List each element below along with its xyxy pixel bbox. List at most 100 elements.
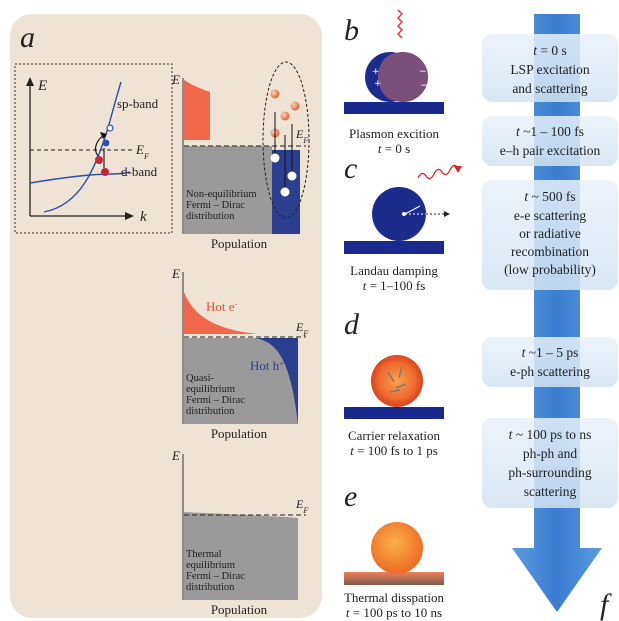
excited-electron-empty xyxy=(106,124,114,132)
electron-path-arrowhead xyxy=(444,211,450,217)
timeline-box-5 xyxy=(482,418,618,508)
nanoparticle-c xyxy=(372,187,426,241)
incident-light-wave xyxy=(397,9,403,39)
timeline-1-line-2: and scattering xyxy=(512,81,588,96)
timeline-box-2 xyxy=(482,116,618,166)
band-energy-axis-arrowhead xyxy=(26,77,34,86)
step-b-time: t = 0 s xyxy=(378,141,410,156)
substrate-e xyxy=(344,572,444,585)
band-diagram-frame xyxy=(14,63,173,234)
pop1-hole-dot-1 xyxy=(270,153,280,163)
pop1-hot-electron-dot-3 xyxy=(280,111,290,121)
pop2-desc-line-3: Fermi – Dirac xyxy=(186,395,245,406)
timeline-2-line-1: e–h pair excitation xyxy=(500,143,601,158)
timeline-3-line-3: recombination xyxy=(511,244,589,259)
pop1-desc-line-3: distribution xyxy=(186,211,235,222)
pop1-desc-line-1: Non-equilibrium xyxy=(186,189,257,200)
pop3-energy-label: E xyxy=(171,448,180,463)
nanoparticle-d xyxy=(371,355,423,407)
pop2-hot-h-label: Hot h+ xyxy=(250,358,284,373)
timeline-5-line-2: ph-surrounding xyxy=(508,465,591,480)
timeline-1-time: t = 0 s xyxy=(533,43,567,58)
d-band-label: d-band xyxy=(121,164,158,179)
step-e-label: Thermal disspation xyxy=(344,590,445,605)
emitted-light-arrowhead xyxy=(454,166,462,173)
timeline-3-line-1: e-e scattering xyxy=(514,208,587,223)
pop2-desc-line-1: Quasi- xyxy=(186,373,214,384)
nanoparticle-e xyxy=(371,522,423,574)
timeline-5-line-3: scattering xyxy=(524,484,577,499)
excited-electron xyxy=(102,139,110,147)
pop2-equilibrium-region xyxy=(184,338,298,424)
panel-c: c Landau damping t = 1–100 fs xyxy=(344,152,462,293)
minus-charges-2: − xyxy=(420,81,428,91)
panel-f: f t = 0 s LSP excitation and scattering … xyxy=(482,14,618,621)
band-k-axis-arrowhead xyxy=(125,212,134,220)
panel-letter-d: d xyxy=(344,308,360,341)
pop1-fermi-label: EF xyxy=(295,127,308,145)
substrate-b xyxy=(344,102,444,114)
pop3-x-label: Population xyxy=(211,602,268,617)
pop2-x-label: Population xyxy=(211,426,268,441)
plus-charges-2: + xyxy=(374,79,382,89)
timeline-box-4 xyxy=(482,337,618,387)
step-b-label: Plasmon excition xyxy=(349,126,439,141)
pop1-hole-dot-3 xyxy=(280,187,290,197)
pop3-equilibrium-region xyxy=(184,512,298,600)
d-band-curve xyxy=(29,171,131,184)
step-d-label: Carrier relaxation xyxy=(348,428,441,443)
band-diagram: E k EF sp-band d-band xyxy=(14,63,173,234)
timeline-3-line-2: or radiative xyxy=(519,226,581,241)
plus-charges: + xyxy=(372,67,380,77)
substrate-d xyxy=(344,407,444,419)
pop1-hot-electron-dot-2 xyxy=(290,101,300,111)
pop1-hole-dot-2 xyxy=(287,171,297,181)
band-energy-label: E xyxy=(37,78,47,94)
pop1-excitation-ellipse xyxy=(262,61,310,219)
pop3-fermi-label: EF xyxy=(295,497,308,515)
sp-band-curve xyxy=(43,81,122,213)
timeline-box-1 xyxy=(482,34,618,102)
timeline-5-time: t ~ 100 ps to ns xyxy=(509,427,592,442)
interband-arrowhead xyxy=(100,132,107,139)
panel-d: d Carrier relaxation t = 100 fs to 1 ps xyxy=(344,308,444,458)
band-fermi-label: EF xyxy=(135,142,149,161)
pop1-x-label: Population xyxy=(211,236,268,251)
pop3-desc-line-1: Thermal xyxy=(186,549,222,560)
pop1-energy-label: E xyxy=(171,72,180,87)
timeline-box-3 xyxy=(482,180,618,290)
pop2-hot-hole-region xyxy=(255,338,298,424)
pop2-fermi-label: EF xyxy=(295,320,308,338)
minus-charges: − xyxy=(419,67,427,77)
panel-letter-c: c xyxy=(344,152,357,185)
pop1-equilibrium-region xyxy=(184,146,272,234)
emitted-light-wave xyxy=(417,164,459,180)
population-plot-1: E EF Non-equilibrium Fermi – Dirac distr… xyxy=(171,61,310,251)
timeline-arrow xyxy=(512,14,602,612)
panel-letter-b: b xyxy=(344,14,359,47)
pop3-desc-line-2: equilibrium xyxy=(186,560,235,571)
pop3-desc-line-3: Fermi – Dirac xyxy=(186,571,245,582)
substrate-c xyxy=(344,241,444,254)
timeline-5-line-1: ph-ph and xyxy=(523,446,578,461)
pop2-hot-e-label: Hot e- xyxy=(206,299,238,314)
timeline-3-line-4: (low probability) xyxy=(504,262,596,277)
population-plot-3: E EF Thermal equilibrium Fermi – Dirac d… xyxy=(171,448,308,617)
hot-carrier-tracks xyxy=(387,365,407,393)
panel-letter-a: a xyxy=(20,21,35,54)
timeline-4-line-1: e-ph scattering xyxy=(510,364,590,379)
band-k-label: k xyxy=(140,209,147,225)
timeline-2-time: t ~1 – 100 fs xyxy=(516,124,584,139)
hole-marker-2 xyxy=(101,168,109,176)
pop2-desc-line-4: distribution xyxy=(186,406,235,417)
pop1-desc-line-2: Fermi – Dirac xyxy=(186,200,245,211)
step-e-time: t = 100 ps to 10 ns xyxy=(346,605,442,620)
sp-band-label: sp-band xyxy=(117,96,159,111)
timeline-3-time: t ~ 500 fs xyxy=(524,189,575,204)
panel-letter-f: f xyxy=(600,588,612,621)
electron-c xyxy=(402,212,406,216)
pop3-desc-line-4: distribution xyxy=(186,582,235,593)
hole-marker-1 xyxy=(95,156,103,164)
timeline-1-line-1: LSP excitation xyxy=(510,62,590,77)
